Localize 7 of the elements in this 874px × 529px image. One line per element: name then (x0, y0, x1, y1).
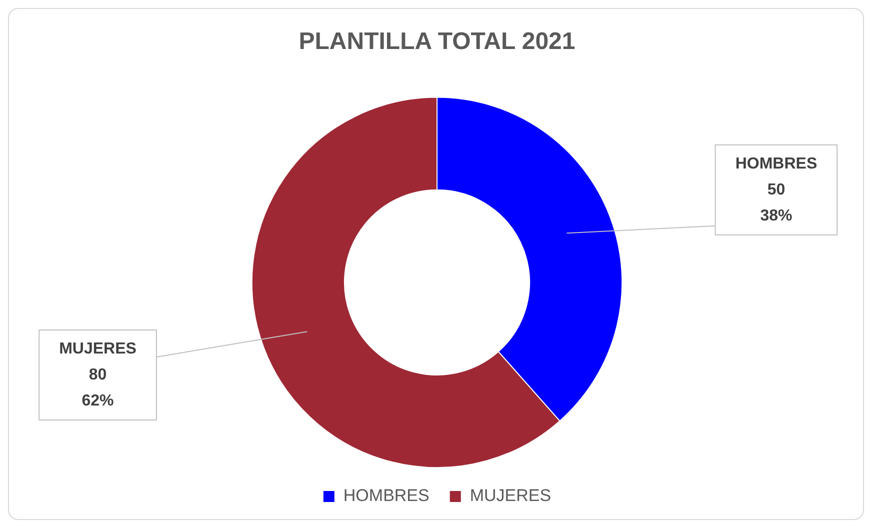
slice-label: HOMBRES (735, 155, 818, 172)
data-label: 80 62% (82, 366, 114, 410)
legend-label: MUJERES (470, 486, 552, 506)
chart-title: PLANTILLA TOTAL 2021 (298, 28, 576, 56)
data-label: 50 38% (760, 181, 792, 224)
slice-label: MUJERES (59, 340, 137, 358)
legend-label: HOMBRES (343, 486, 430, 506)
